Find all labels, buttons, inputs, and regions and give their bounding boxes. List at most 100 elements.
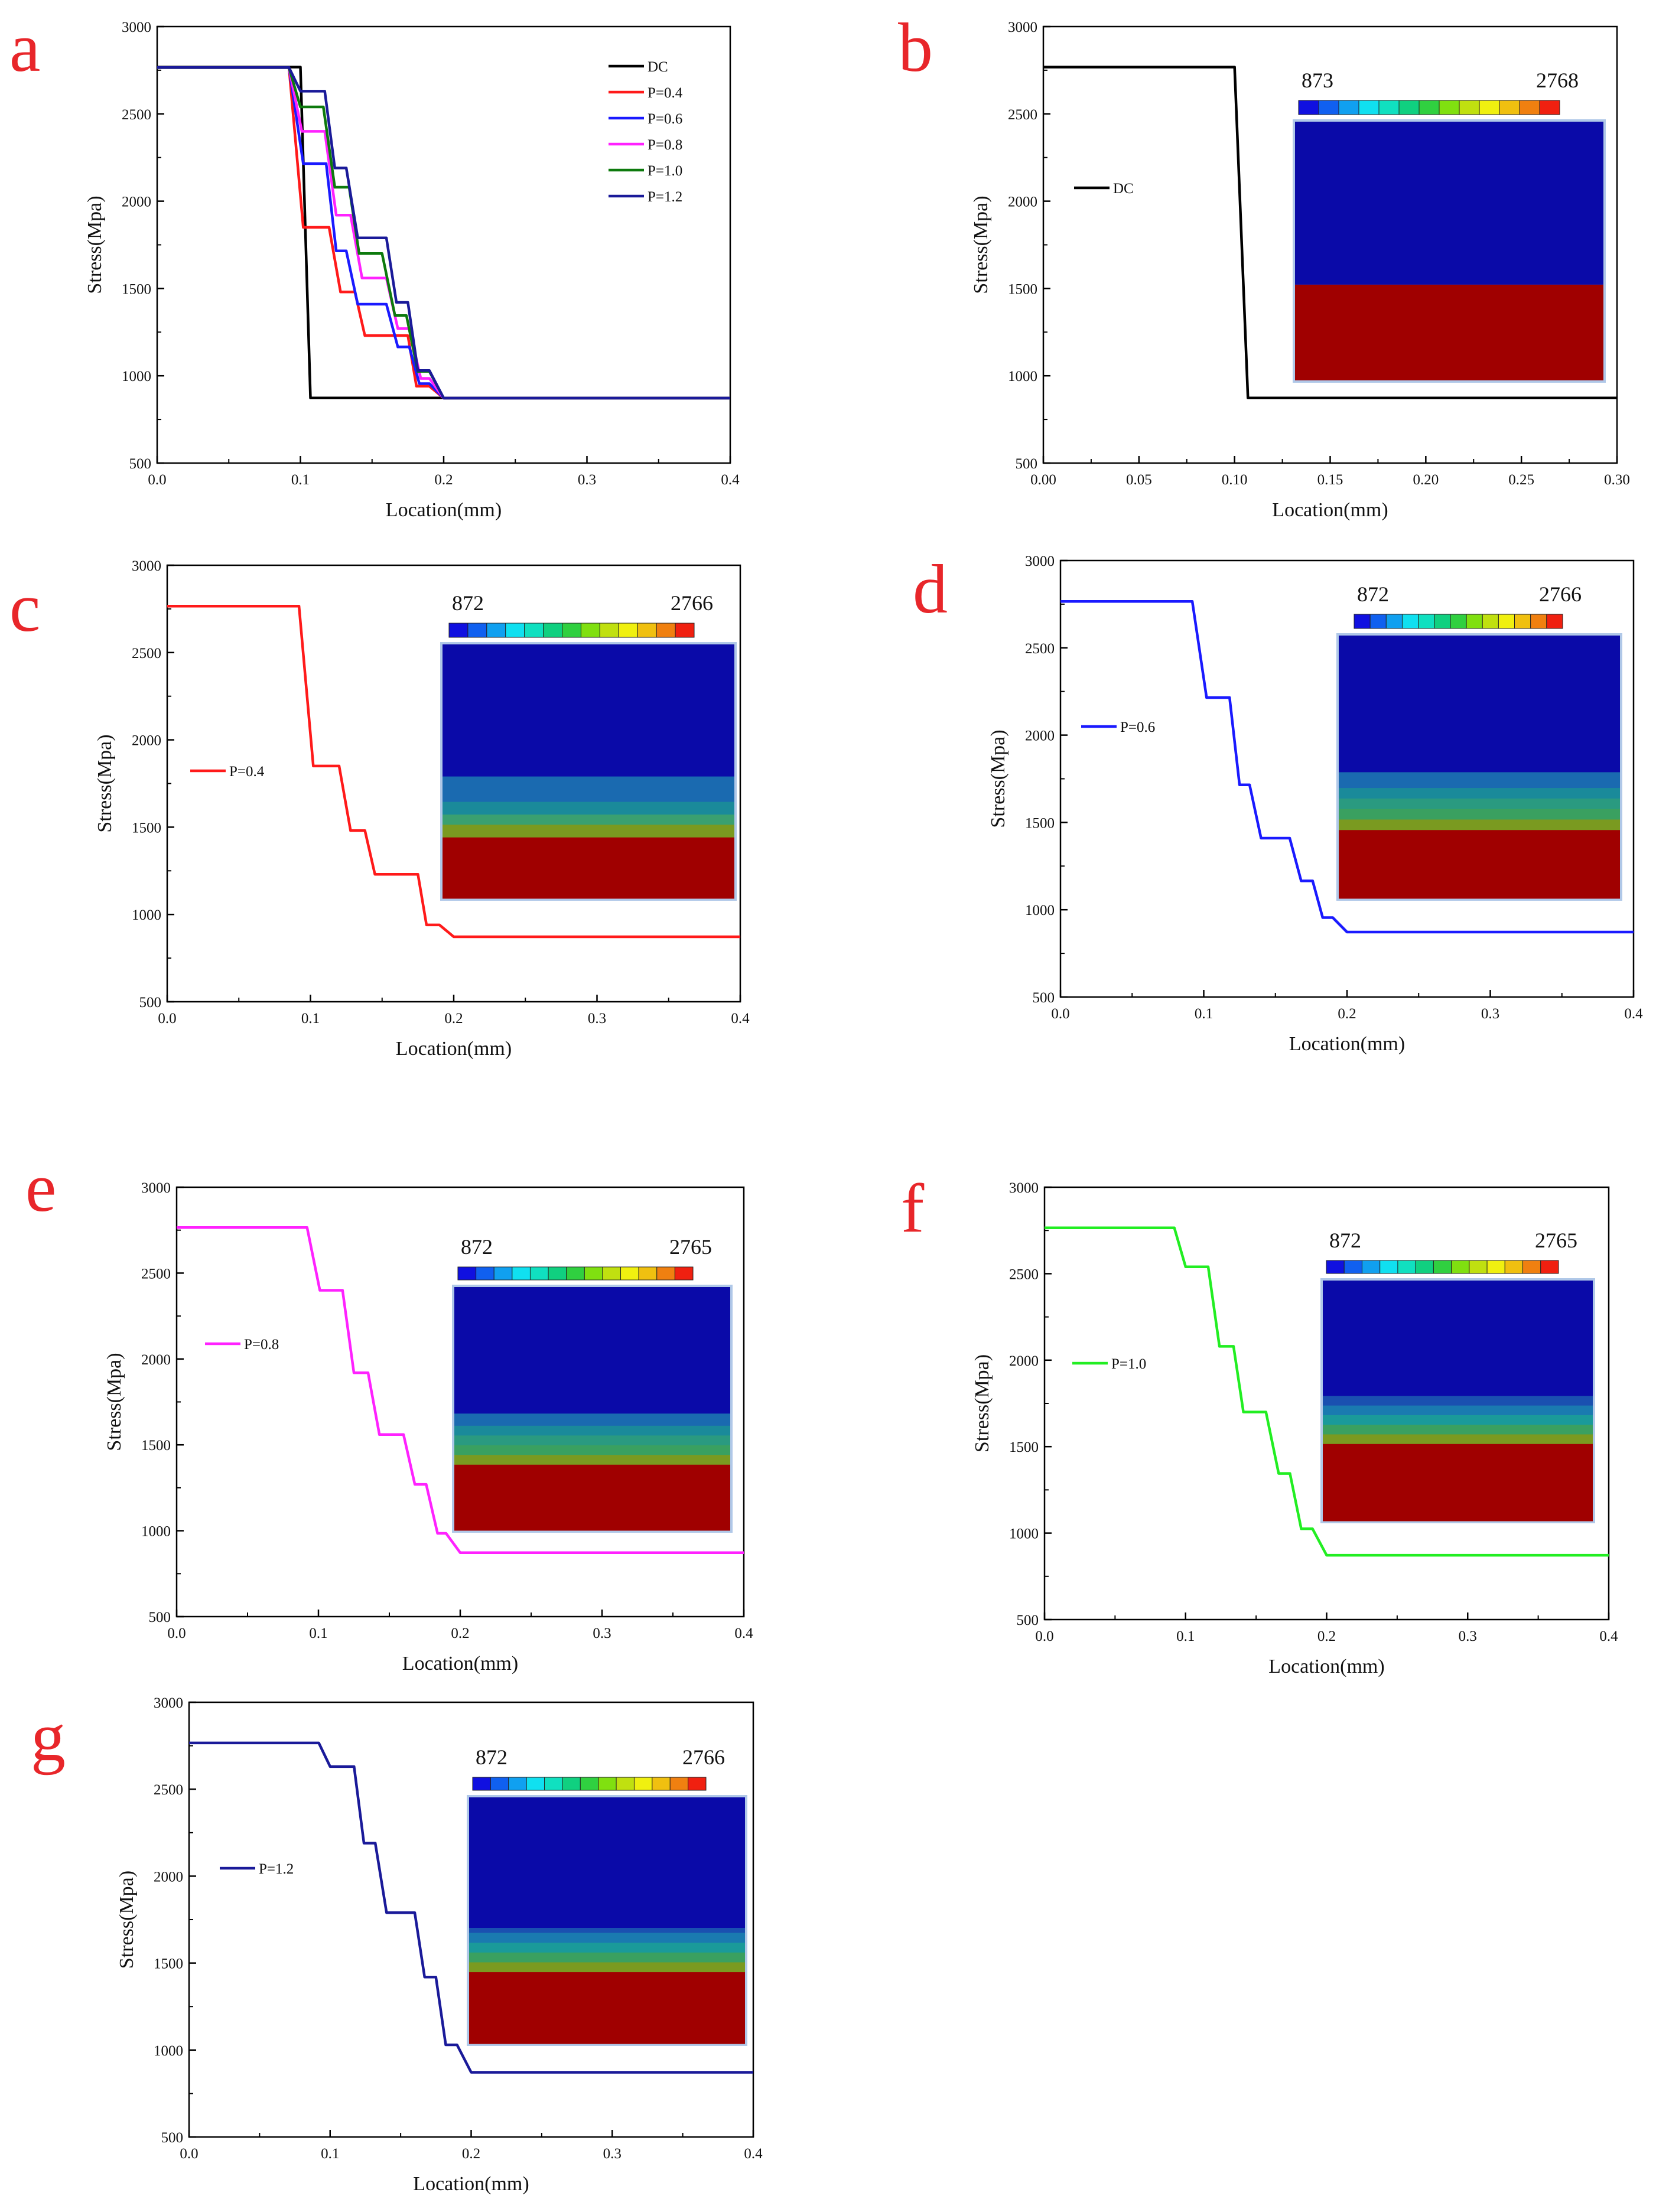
colorbar-cell — [688, 1777, 707, 1791]
y-axis-title: Stress(Mpa) — [116, 1871, 138, 1969]
y-tick-label: 2000 — [141, 1352, 171, 1368]
x-tick-label: 0.3 — [578, 472, 596, 488]
panel-letter: d — [913, 550, 948, 628]
x-tick-label: 0.0 — [158, 1011, 176, 1027]
colorbar-cell — [490, 1777, 509, 1791]
y-tick-label: 2500 — [141, 1266, 171, 1282]
x-tick-label: 0.2 — [462, 2146, 480, 2162]
series-line-P=0.4 — [167, 604, 740, 939]
y-tick-label: 2500 — [132, 646, 161, 662]
contour-band — [469, 1943, 745, 1953]
colorbar-cell — [493, 1266, 513, 1281]
x-tick-label: 0.2 — [444, 1011, 463, 1027]
colorbar-max-label: 2766 — [671, 591, 713, 615]
panel-a: a 0.0 0.1 0.2 0.3 0.4 500 1000 1500 2000 2500 3000 L… — [9, 9, 740, 521]
series-line-P=0.6 — [1060, 600, 1634, 934]
legend-label: P=1.0 — [648, 163, 682, 179]
y-axis-title: Stress(Mpa) — [970, 196, 992, 294]
contour-band — [443, 802, 734, 815]
x-tick-label: 0.0 — [148, 472, 166, 488]
x-tick-label: 0.1 — [1195, 1006, 1213, 1022]
colorbar-cell — [548, 1266, 567, 1281]
x-tick-label: 0.4 — [1599, 1628, 1618, 1644]
colorbar-cell — [467, 623, 487, 638]
colorbar-cell — [543, 623, 563, 638]
x-axis-title: Location(mm) — [413, 2173, 529, 2195]
colorbar-cell — [1401, 614, 1419, 629]
x-tick-label: 0.4 — [1624, 1006, 1643, 1022]
contour-band — [1339, 819, 1620, 830]
colorbar-cell — [1439, 100, 1460, 115]
contour-band — [1323, 1434, 1593, 1445]
x-tick-label: 0.3 — [1481, 1006, 1499, 1022]
x-tick-label: 0.4 — [744, 2146, 763, 2162]
y-axis-title: Stress(Mpa) — [971, 1354, 993, 1452]
contour-band — [1323, 1444, 1593, 1522]
colorbar-cell — [656, 623, 676, 638]
x-tick-label: 0.00 — [1030, 472, 1056, 488]
colorbar-cell — [1482, 614, 1499, 629]
x-axis-title: Location(mm) — [396, 1038, 512, 1060]
x-tick-label: 0.2 — [434, 472, 453, 488]
colorbar-cell — [1486, 1260, 1505, 1274]
x-tick-label: 0.15 — [1317, 472, 1343, 488]
y-tick-label: 3000 — [141, 1180, 171, 1196]
colorbar-cell — [1499, 100, 1520, 115]
y-tick-label: 1000 — [141, 1524, 171, 1540]
contour-inset: 872 2765 — [1320, 1229, 1595, 1523]
colorbar-cell — [566, 1266, 585, 1281]
y-tick-label: 3000 — [1008, 19, 1037, 35]
legend-label: DC — [1113, 181, 1134, 197]
colorbar-cell — [584, 1266, 603, 1281]
colorbar-cell — [1354, 614, 1371, 629]
colorbar-cell — [524, 623, 544, 638]
y-tick-label: 2000 — [1008, 194, 1037, 210]
contour-inset: 872 2766 — [467, 1745, 747, 2046]
contour-inset: 872 2766 — [440, 591, 737, 901]
colorbar-cell — [1504, 1260, 1524, 1274]
contour-band — [469, 1972, 745, 2044]
contour-band — [454, 1425, 730, 1436]
x-tick-label: 0.2 — [1317, 1628, 1336, 1644]
colorbar-cell — [1397, 1260, 1416, 1274]
colorbar-cell — [656, 1266, 675, 1281]
colorbar-cell — [1358, 100, 1380, 115]
colorbar-cell — [1434, 614, 1451, 629]
contour-band — [1323, 1396, 1593, 1406]
series-line-P=1.0 — [1045, 1226, 1609, 1557]
series-line-P=1.2 — [189, 1741, 753, 2074]
y-tick-label: 2500 — [1008, 107, 1037, 123]
x-tick-label: 0.1 — [1176, 1628, 1195, 1644]
contour-band — [454, 1413, 730, 1426]
contour-inset: 872 2765 — [452, 1235, 733, 1533]
y-tick-label: 500 — [1017, 1612, 1039, 1628]
contour-band — [469, 1797, 745, 1928]
colorbar-cell — [526, 1777, 545, 1791]
colorbar-cell — [448, 623, 469, 638]
y-tick-label: 2500 — [1025, 641, 1055, 657]
x-tick-label: 0.3 — [1459, 1628, 1477, 1644]
colorbar-cell — [1450, 614, 1467, 629]
legend-label: P=1.0 — [1111, 1356, 1146, 1372]
colorbar-cell — [457, 1266, 477, 1281]
y-tick-label: 1500 — [1008, 281, 1037, 297]
y-axis-title: Stress(Mpa) — [987, 729, 1009, 828]
colorbar-cell — [1459, 100, 1480, 115]
x-tick-label: 0.0 — [167, 1625, 186, 1641]
colorbar-cell — [544, 1777, 563, 1791]
colorbar-cell — [1419, 100, 1440, 115]
x-tick-label: 0.4 — [731, 1011, 750, 1027]
contour-band — [1295, 284, 1603, 380]
colorbar-cell — [512, 1266, 531, 1281]
colorbar-min-label: 873 — [1302, 69, 1333, 92]
y-tick-label: 1000 — [1009, 1526, 1039, 1542]
panel-letter: g — [31, 1698, 66, 1776]
y-tick-label: 1000 — [1025, 903, 1055, 918]
panel-c: c 0.0 0.1 0.2 0.3 0.4 500 1000 1500 2000 2500 3000 L… — [9, 558, 750, 1060]
x-tick-label: 0.20 — [1413, 472, 1439, 488]
colorbar-max-label: 2765 — [669, 1235, 712, 1259]
y-tick-label: 500 — [149, 1610, 171, 1625]
colorbar-max-label: 2765 — [1535, 1229, 1577, 1252]
y-tick-label: 1500 — [154, 1956, 183, 1972]
colorbar-cell — [1343, 1260, 1362, 1274]
